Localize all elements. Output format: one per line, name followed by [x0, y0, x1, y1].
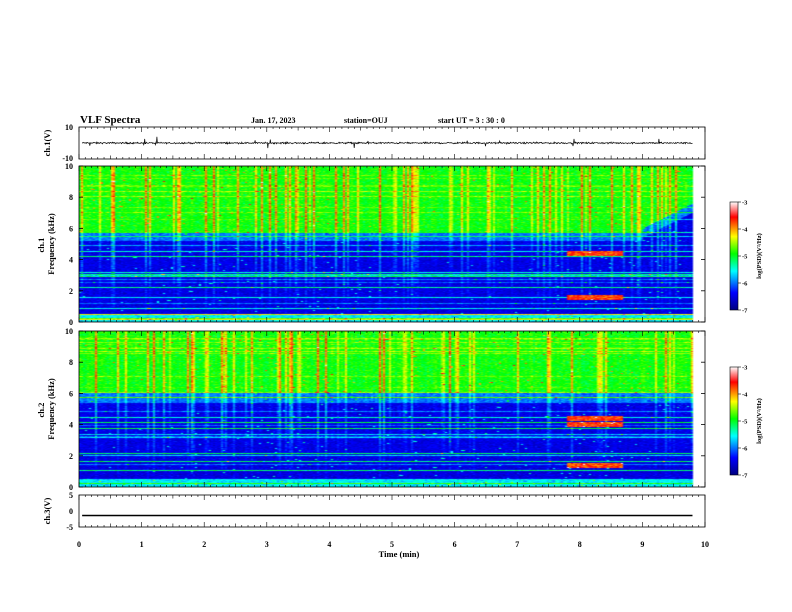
colorbar-label: log(PSD)(V²/Hz): [756, 233, 763, 279]
ytick-label: 6: [69, 389, 73, 398]
colorbar-tick-label: -7: [742, 308, 748, 315]
ch2-ylabel-line2: Frequency (kHz): [46, 378, 56, 440]
ch1-spectrogram-ylabel: ch.1 Frequency (kHz): [36, 213, 56, 275]
ch3-ytick-bottom: -5: [66, 523, 73, 532]
ch2-spectrogram-yticks: 0 2 4 6 8 10: [65, 327, 705, 492]
ch1-ytick-top: 10: [65, 123, 73, 132]
ch2-spectrogram-image: [79, 331, 705, 487]
station-label: station=OUJ: [344, 116, 388, 125]
xtick-label: 7: [515, 540, 519, 549]
ch3-ytick-middle: 0: [69, 507, 73, 516]
ytick-label: 4: [69, 256, 73, 265]
xtick-label: 2: [202, 540, 206, 549]
date-label: Jan. 17, 2023: [251, 116, 295, 125]
colorbar-tick-label: -4: [742, 227, 748, 234]
ytick-label: 0: [69, 318, 73, 327]
ch2-spectrogram-panel: 0 2 4 6 8 10 ch.2 Frequency (kHz) -3 -4 -5 -6 -7 l…: [36, 327, 763, 492]
ch1-waveform-trace: [82, 136, 693, 149]
ytick-label: 2: [69, 452, 73, 461]
ch1-colorbar: -3 -4 -5 -6 -7 log(PSD)(V²/Hz): [729, 200, 763, 315]
colorbar-gradient: [729, 366, 739, 476]
ch3-ytick-top: 5: [69, 491, 73, 500]
xtick-label: 9: [640, 540, 644, 549]
ch1-ytick-bottom: -10: [62, 154, 73, 163]
ch1-ylabel: ch.1(V): [42, 129, 52, 156]
colorbar-tick-label: -6: [742, 446, 748, 453]
ytick-label: 4: [69, 421, 73, 430]
ytick-label: 6: [69, 224, 73, 233]
ytick-label: 10: [65, 327, 73, 336]
x-axis-ticks: 0 1 2 3 4 5 6 7 8 9 10: [77, 540, 709, 549]
xtick-label: 6: [453, 540, 457, 549]
xtick-label: 3: [265, 540, 269, 549]
ytick-label: 8: [69, 358, 73, 367]
xtick-label: 4: [327, 540, 331, 549]
xtick-label: 5: [390, 540, 394, 549]
ch2-colorbar: -3 -4 -5 -6 -7 log(PSD)(V²/Hz): [729, 365, 763, 480]
ch1-spectrogram-panel: 0 2 4 6 8 10 ch.1 Frequency (kHz) -3 -4 -5 -6 -7 l…: [36, 162, 763, 327]
xtick-label: 0: [77, 540, 81, 549]
figure-title: VLF Spectra: [80, 114, 141, 126]
xtick-label: 1: [140, 540, 144, 549]
ytick-label: 0: [69, 483, 73, 492]
ch3-waveform-panel: 5 0 -5 ch.3(V) 0 1 2 3 4 5 6 7 8 9 10 Time (min): [42, 491, 709, 559]
ch3-waveform-trace: [82, 514, 693, 517]
ytick-label: 10: [65, 162, 73, 171]
colorbar-gradient: [729, 201, 739, 311]
ch1-ylabel-line1: ch.1: [36, 238, 46, 253]
ch2-spectrogram-ylabel: ch.2 Frequency (kHz): [36, 378, 56, 440]
ytick-label: 8: [69, 193, 73, 202]
ch1-ylabel-line2: Frequency (kHz): [46, 213, 56, 275]
colorbar-tick-label: -3: [742, 200, 748, 207]
colorbar-tick-label: -6: [742, 281, 748, 288]
start-time-label: start UT = 3 : 30 : 0: [438, 116, 505, 125]
colorbar-tick-label: -7: [742, 473, 748, 480]
colorbar-tick-label: -4: [742, 392, 748, 399]
colorbar-tick-label: -5: [742, 254, 748, 261]
xtick-label: 10: [701, 540, 709, 549]
ch2-ylabel-line1: ch.2: [36, 403, 46, 418]
panel-frame-ticks: [78, 127, 706, 527]
ytick-label: 2: [69, 287, 73, 296]
x-axis-label: Time (min): [379, 549, 420, 559]
xtick-label: 8: [578, 540, 582, 549]
colorbar-label: log(PSD)(V²/Hz): [756, 398, 763, 444]
colorbar-tick-label: -3: [742, 365, 748, 372]
ch1-spectrogram-yticks: 0 2 4 6 8 10: [65, 162, 705, 327]
colorbar-tick-label: -5: [742, 419, 748, 426]
ch3-ylabel: ch.3(V): [42, 497, 52, 524]
ch1-spectrogram-image: [79, 166, 705, 322]
